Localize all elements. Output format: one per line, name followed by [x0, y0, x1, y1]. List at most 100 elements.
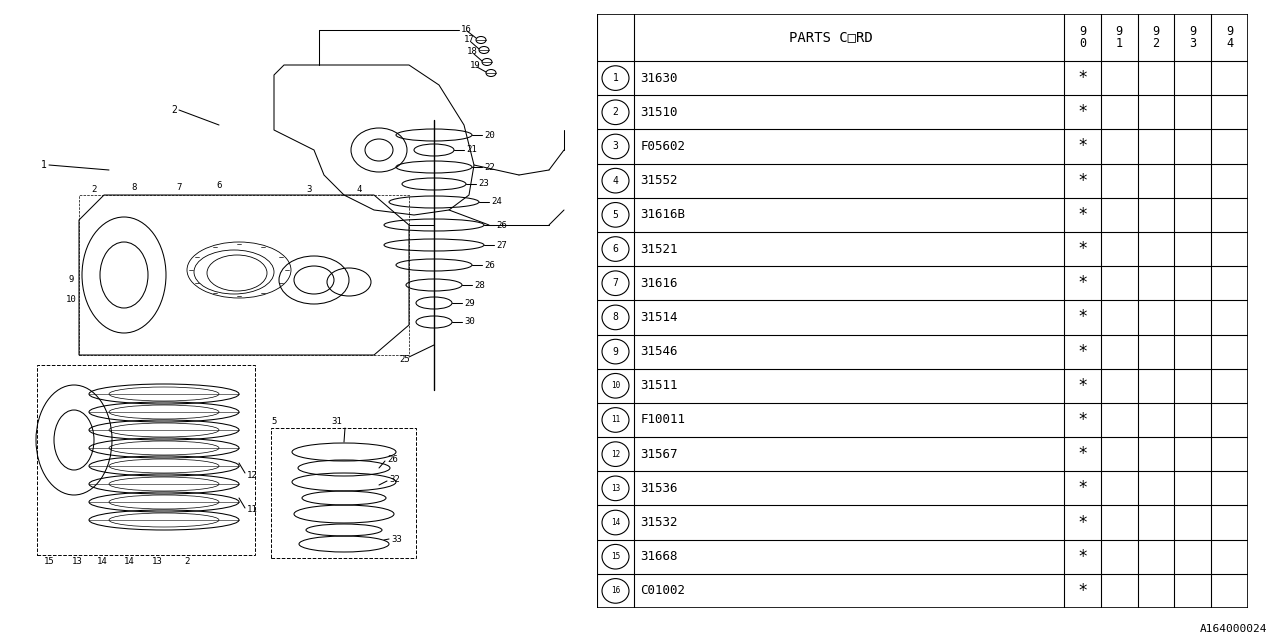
Text: 25: 25 — [399, 355, 410, 365]
Text: 7: 7 — [177, 182, 182, 191]
Text: 31616B: 31616B — [640, 209, 686, 221]
Text: 9
4: 9 4 — [1226, 25, 1233, 50]
Text: 11: 11 — [247, 506, 257, 515]
Text: 9
0: 9 0 — [1079, 25, 1085, 50]
Text: 9
1: 9 1 — [1116, 25, 1123, 50]
Circle shape — [602, 579, 628, 604]
Text: 30: 30 — [465, 317, 475, 326]
Text: *: * — [1078, 308, 1087, 326]
Text: 15: 15 — [611, 552, 620, 561]
Text: 26: 26 — [484, 260, 495, 269]
Circle shape — [602, 202, 628, 227]
Text: 26: 26 — [497, 221, 507, 230]
Text: 31511: 31511 — [640, 380, 678, 392]
Text: 6: 6 — [613, 244, 618, 254]
Circle shape — [602, 237, 628, 261]
Circle shape — [602, 305, 628, 330]
Text: 3: 3 — [613, 141, 618, 152]
Text: 31616: 31616 — [640, 276, 678, 290]
Text: 9: 9 — [68, 275, 74, 285]
Text: PARTS C□RD: PARTS C□RD — [788, 31, 873, 45]
Text: 24: 24 — [492, 198, 502, 207]
Circle shape — [602, 476, 628, 500]
Text: 31567: 31567 — [640, 447, 678, 461]
Text: *: * — [1078, 548, 1087, 566]
Text: 29: 29 — [465, 298, 475, 307]
Text: 6: 6 — [216, 182, 221, 191]
Text: *: * — [1078, 582, 1087, 600]
Text: 31532: 31532 — [640, 516, 678, 529]
Text: 16: 16 — [461, 24, 472, 33]
Text: *: * — [1078, 172, 1087, 189]
Text: 9
3: 9 3 — [1189, 25, 1197, 50]
Text: 13: 13 — [611, 484, 620, 493]
Circle shape — [602, 545, 628, 569]
Text: 33: 33 — [390, 536, 402, 545]
Text: 12: 12 — [611, 450, 620, 459]
Text: 31552: 31552 — [640, 174, 678, 187]
Text: 31514: 31514 — [640, 311, 678, 324]
Text: *: * — [1078, 103, 1087, 122]
Bar — [37, 365, 255, 555]
Text: F10011: F10011 — [640, 413, 686, 426]
Text: 5: 5 — [271, 417, 276, 426]
Circle shape — [602, 339, 628, 364]
Text: 18: 18 — [467, 47, 477, 56]
Text: 9
2: 9 2 — [1152, 25, 1160, 50]
Text: *: * — [1078, 69, 1087, 87]
Text: 14: 14 — [611, 518, 620, 527]
Text: 19: 19 — [470, 61, 481, 70]
Text: 31521: 31521 — [640, 243, 678, 255]
Text: F05602: F05602 — [640, 140, 686, 153]
Text: 13: 13 — [72, 557, 82, 566]
Text: 5: 5 — [613, 210, 618, 220]
Text: 10: 10 — [611, 381, 620, 390]
Text: *: * — [1078, 377, 1087, 395]
Text: *: * — [1078, 240, 1087, 258]
Circle shape — [602, 168, 628, 193]
Circle shape — [602, 510, 628, 535]
Text: 31668: 31668 — [640, 550, 678, 563]
Text: 14: 14 — [96, 557, 108, 566]
Text: 2: 2 — [613, 108, 618, 117]
Text: C01002: C01002 — [640, 584, 686, 597]
Text: 15: 15 — [44, 557, 54, 566]
Text: 2: 2 — [184, 557, 189, 566]
Text: 21: 21 — [466, 145, 476, 154]
Text: *: * — [1078, 274, 1087, 292]
Text: 1: 1 — [613, 73, 618, 83]
Text: 31: 31 — [332, 417, 342, 426]
Circle shape — [602, 408, 628, 432]
Text: 3: 3 — [306, 186, 312, 195]
Text: 31510: 31510 — [640, 106, 678, 119]
Text: 7: 7 — [613, 278, 618, 288]
Bar — [271, 428, 416, 558]
Text: *: * — [1078, 479, 1087, 497]
Text: 28: 28 — [474, 280, 485, 289]
Text: 11: 11 — [611, 415, 620, 424]
Text: 31536: 31536 — [640, 482, 678, 495]
Text: 20: 20 — [484, 131, 495, 140]
Text: 2: 2 — [172, 105, 177, 115]
Bar — [79, 195, 410, 355]
Text: 31630: 31630 — [640, 72, 678, 84]
Text: *: * — [1078, 342, 1087, 360]
Text: 2: 2 — [91, 186, 97, 195]
Text: 26: 26 — [387, 456, 398, 465]
Circle shape — [602, 66, 628, 90]
Text: A164000024: A164000024 — [1199, 623, 1267, 634]
Text: 8: 8 — [132, 184, 137, 193]
Circle shape — [602, 442, 628, 467]
Text: 27: 27 — [497, 241, 507, 250]
Text: *: * — [1078, 206, 1087, 224]
Text: *: * — [1078, 411, 1087, 429]
Text: 1: 1 — [41, 160, 47, 170]
Text: *: * — [1078, 445, 1087, 463]
Text: 8: 8 — [613, 312, 618, 323]
Circle shape — [602, 134, 628, 159]
Circle shape — [602, 100, 628, 125]
Text: 10: 10 — [65, 296, 77, 305]
Text: 13: 13 — [151, 557, 163, 566]
Circle shape — [602, 271, 628, 296]
Text: 17: 17 — [465, 35, 475, 45]
